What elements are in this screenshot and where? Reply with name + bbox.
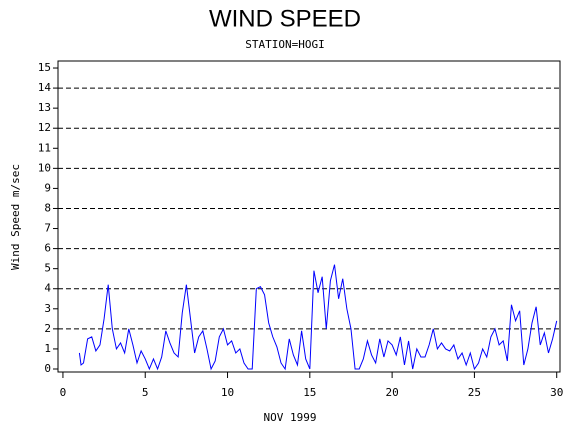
x-tick-label: 15 (303, 386, 316, 399)
y-tick-label: 14 (38, 81, 52, 94)
y-tick-label: 3 (44, 302, 51, 315)
y-tick-label: 7 (44, 222, 51, 235)
y-tick-label: 2 (44, 322, 51, 335)
x-tick-label: 20 (385, 386, 398, 399)
data-line (78, 264, 558, 371)
chart-subtitle: STATION=HOGI (245, 38, 324, 51)
y-tick-label: 12 (38, 121, 51, 134)
chart-title: WIND SPEED (209, 5, 361, 32)
y-tick-label: 10 (38, 161, 51, 174)
y-tick-label: 13 (38, 101, 51, 114)
x-tick-label: 10 (221, 386, 234, 399)
y-tick-label: 8 (44, 201, 51, 214)
y-axis-label: Wind Speed m/sec (9, 164, 22, 270)
y-tick-label: 9 (44, 181, 51, 194)
x-tick-label: 0 (60, 386, 67, 399)
x-axis-label: NOV 1999 (264, 411, 317, 424)
x-tick-label: 25 (468, 386, 481, 399)
y-tick-label: 6 (44, 242, 51, 255)
x-tick-label: 30 (550, 386, 563, 399)
y-tick-label: 5 (44, 262, 51, 275)
y-tick-label: 15 (38, 61, 51, 74)
y-tick-label: 11 (38, 141, 51, 154)
y-tick-label: 1 (44, 342, 51, 355)
x-tick-label: 5 (142, 386, 149, 399)
y-tick-label: 4 (44, 282, 51, 295)
y-tick-label: 0 (44, 362, 51, 375)
plot-frame (57, 60, 561, 373)
